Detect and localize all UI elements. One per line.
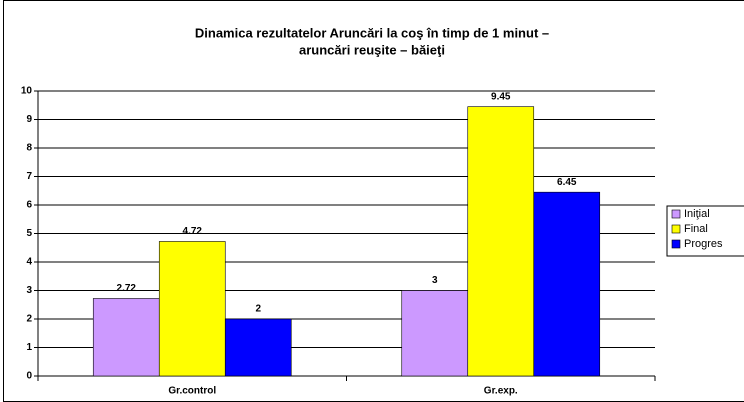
- bar: [158, 241, 226, 377]
- y-tick-label: 8: [26, 143, 32, 154]
- data-label: 2: [255, 304, 261, 315]
- y-tick-label: 2: [26, 314, 32, 325]
- chart-title: aruncări reuşite – băieţi: [299, 42, 445, 57]
- data-label: 2.72: [117, 283, 137, 294]
- y-tick-label: 7: [26, 171, 32, 182]
- y-tick-label: 5: [26, 228, 32, 239]
- bar: [401, 290, 469, 377]
- legend-swatch: [671, 209, 681, 219]
- bar: [533, 191, 601, 377]
- y-tick-label: 3: [26, 285, 32, 296]
- y-tick-label: 1: [26, 342, 32, 353]
- legend-swatch: [671, 239, 681, 249]
- data-label: 3: [432, 275, 438, 286]
- legend-label: Iniţial: [684, 208, 710, 220]
- y-tick-label: 10: [21, 86, 33, 97]
- data-label: 9.45: [491, 91, 511, 102]
- data-label: 4.72: [183, 226, 203, 237]
- bar: [467, 106, 535, 377]
- y-tick-label: 4: [26, 257, 32, 268]
- bar: [92, 298, 160, 377]
- legend-label: Progres: [684, 238, 723, 250]
- legend-label: Final: [684, 223, 708, 235]
- x-tick-label: Gr.exp.: [484, 386, 518, 397]
- x-tick-label: Gr.control: [168, 386, 216, 397]
- y-tick-label: 0: [26, 371, 32, 382]
- y-tick-label: 6: [26, 200, 32, 211]
- legend-swatch: [671, 224, 681, 234]
- data-label: 6.45: [557, 177, 577, 188]
- bar: [224, 318, 292, 377]
- y-tick-label: 9: [26, 114, 32, 125]
- chart-title: Dinamica rezultatelor Aruncări la coş în…: [195, 25, 549, 40]
